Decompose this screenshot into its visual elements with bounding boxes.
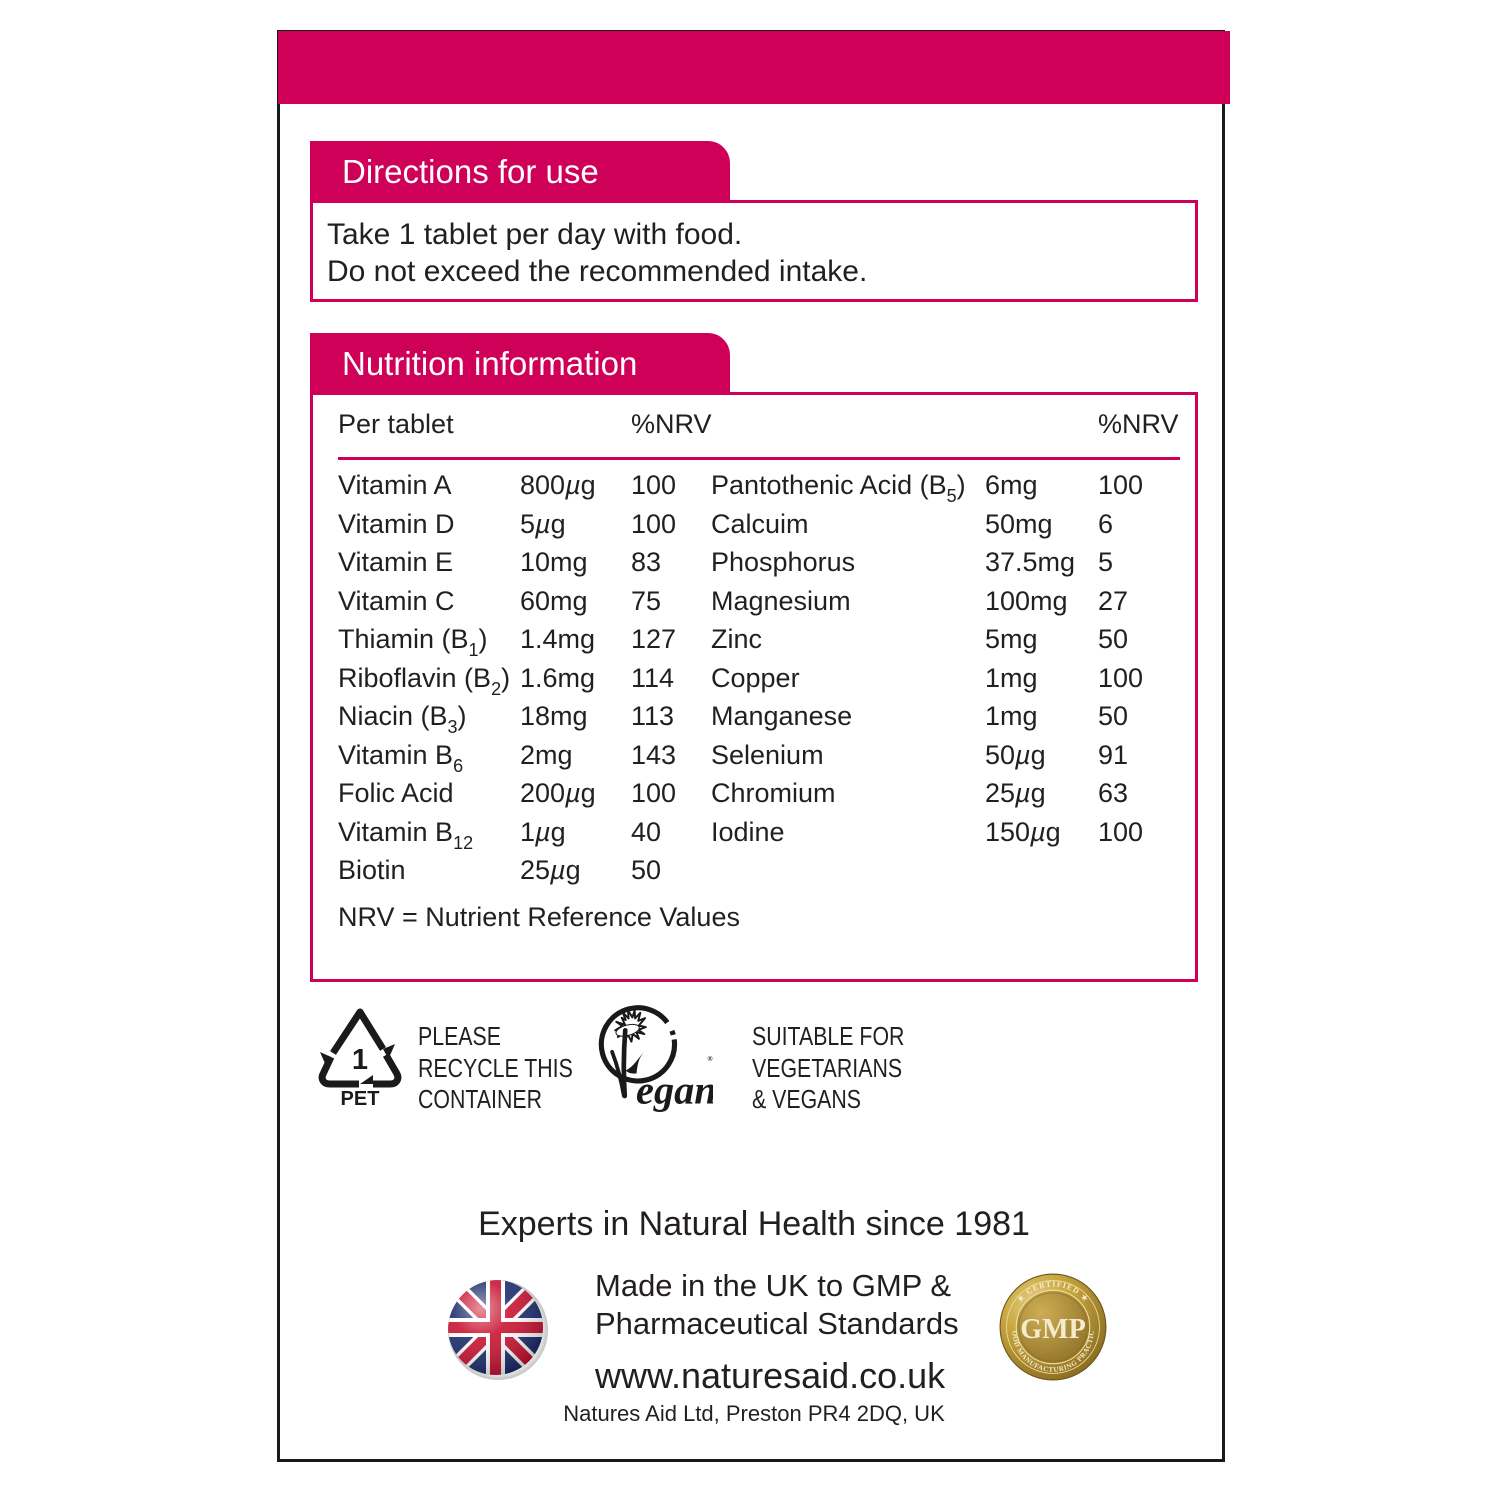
svg-text:®: ® xyxy=(707,1055,713,1063)
svg-text:PET: PET xyxy=(341,1088,380,1107)
svg-text:GMP: GMP xyxy=(1020,1314,1086,1345)
svg-text:1: 1 xyxy=(352,1044,368,1076)
svg-text:egan: egan xyxy=(636,1067,713,1112)
